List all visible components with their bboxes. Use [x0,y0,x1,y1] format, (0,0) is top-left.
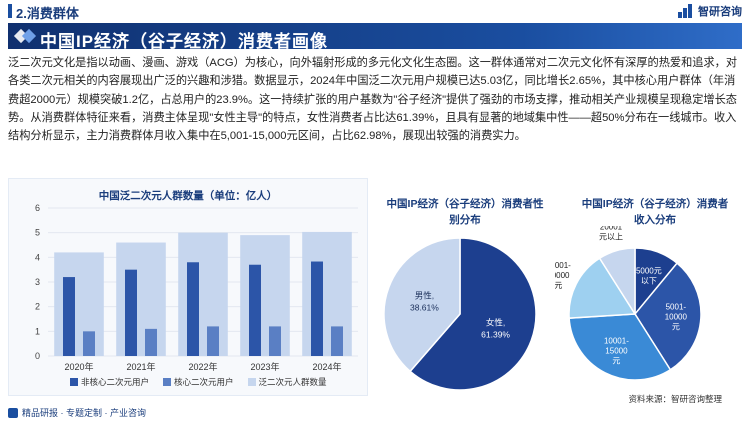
pie-slice [598,247,636,317]
bar-total [116,242,166,356]
slice-label-line: 以下 [641,276,657,285]
logo-bars-icon [678,4,694,18]
gender-pie-title: 中国IP经济（谷子经济）消费者性别分布 [386,198,544,226]
top-bar: 2.消费群体 智研咨询 [0,0,750,22]
x-tick-label: 2021年 [126,361,155,372]
x-tick-label: 2022年 [188,361,217,372]
legend-item: 非核心二次元用户 [70,376,149,388]
source-note: 资料来源：智研咨询整理 [628,394,722,404]
slice-label-line: 元 [612,356,620,365]
y-tick-label: 5 [35,228,40,238]
y-tick-label: 2 [35,302,40,312]
y-tick-label: 4 [35,252,40,262]
slice-label: 15001-20000元 [555,261,571,290]
legend-label: 核心二次元用户 [174,377,234,387]
title-banner: 中国IP经济（谷子经济）消费者画像 [8,23,742,51]
section-title: 2.消费群体 [16,6,79,21]
slice-label-line: 5000元 [636,266,662,275]
slice-label: 女性, [486,317,505,327]
pie-slice [568,257,637,319]
bar-total [302,231,352,356]
bar-total [240,235,290,356]
slice-value: 38.61% [410,303,439,313]
bar-chart-title: 中国泛二次元人群数量（单位：亿人） [98,190,278,202]
y-tick-label: 3 [35,277,40,287]
slice-label-line: 5001- [666,303,687,312]
legend-swatch [247,378,256,386]
page-title: 中国IP经济（谷子经济）消费者画像 [40,32,329,51]
x-tick-label: 2023年 [250,361,279,372]
pie-slice [634,262,702,371]
slice-label-line: 元 [672,323,680,332]
bar-chart-legend: 非核心二次元用户 核心二次元用户 泛二次元人群数量 [70,376,327,388]
bar-chart: 0 1 2 3 4 5 6 2020年 2021年 2022年 2023年 2024年 [35,203,358,372]
pie-slice [383,237,461,373]
bar-total [54,252,104,356]
bar-non-core [187,262,199,356]
slice-label-line: 20000 [555,271,570,280]
legend-label: 泛二次元人群数量 [258,377,327,387]
intro-paragraph: 泛二次元文化是指以动画、漫画、游戏（ACG）为核心，向外辐射形成的多元化文化生态… [8,57,738,143]
slice-label-line: 15000 [605,346,628,355]
slice-label: 男性, [415,291,434,301]
bar-non-core [63,277,75,356]
footer-tagline: 精品研报 · 专题定制 · 产业咨询 [8,406,146,419]
gender-pie-chart: 女性, 61.39% 男性, 38.61% [383,237,537,391]
footer: 精品研报 · 专题定制 · 产业咨询 [0,403,750,421]
bar-non-core [125,269,137,356]
section-accent [8,4,12,18]
slice-label-line: 20001 [600,226,623,231]
pie-slice [568,313,672,381]
bar-core [269,326,281,356]
income-pie-chart: 5000元以下5001-10000元10001-15000元15001-2000… [555,226,702,381]
pie-slice [409,237,537,391]
slice-value: 61.39% [481,329,510,339]
y-tick-label: 6 [35,203,40,213]
slice-label-line: 元以上 [599,232,623,241]
footer-text: 精品研报 · 专题定制 · 产业咨询 [22,408,146,418]
legend-item: 核心二次元用户 [163,376,234,388]
x-tick-label: 2024年 [312,361,341,372]
legend-label: 非核心二次元用户 [81,377,150,387]
bar-non-core [311,261,323,356]
bar-non-core [249,264,261,356]
legend-swatch [163,378,172,386]
bar-total [178,232,228,356]
report-icon [8,407,18,418]
y-tick-label: 0 [35,351,40,361]
bar-core [331,326,343,356]
y-tick-label: 1 [35,326,40,336]
x-tick-label: 2020年 [64,361,93,372]
legend-swatch [70,378,78,386]
logo-text: 智研咨询 [698,6,742,18]
slice-label-line: 10001- [604,336,629,345]
legend-item: 泛二次元人群数量 [247,376,327,388]
bar-core [145,328,157,356]
bar-core [83,331,95,356]
income-pie-title: 中国IP经济（谷子经济）消费者收入分布 [581,198,729,226]
bar-core [207,326,219,356]
slice-label-line: 10000 [665,313,688,322]
logo: 智研咨询 [678,3,742,19]
slice-label-line: 元 [555,281,562,290]
slice-label-line: 15001- [555,261,571,270]
